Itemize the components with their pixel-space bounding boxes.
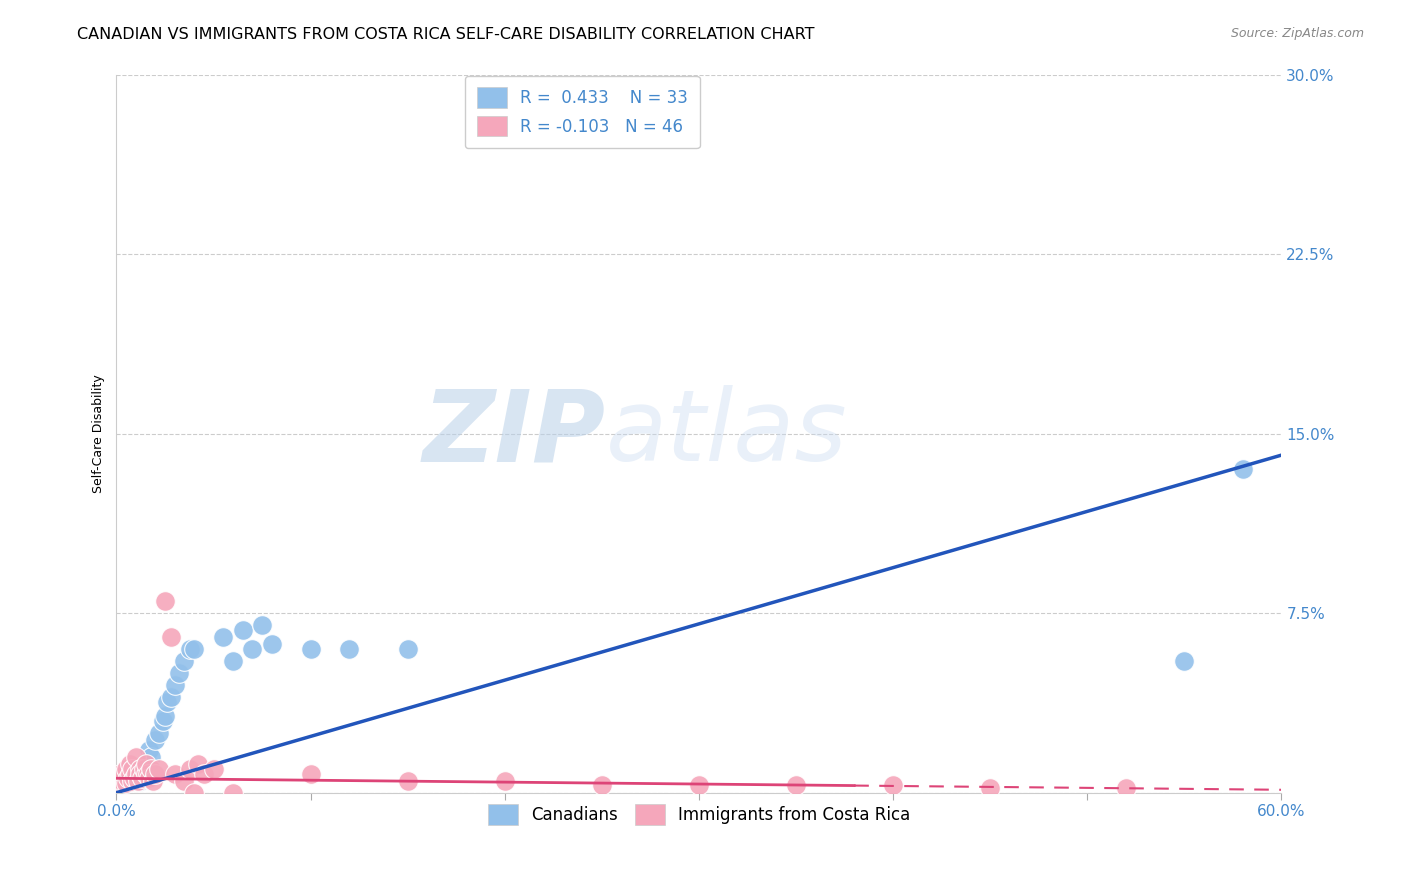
Point — [159, 630, 181, 644]
Point — [122, 766, 145, 780]
Text: Source: ZipAtlas.com: Source: ZipAtlas.com — [1230, 27, 1364, 40]
Point — [141, 749, 163, 764]
Point — [785, 779, 807, 793]
Text: ZIP: ZIP — [423, 385, 606, 482]
Point — [212, 630, 235, 644]
Point — [135, 762, 157, 776]
Point — [136, 756, 159, 771]
Point — [339, 642, 361, 657]
Point — [121, 762, 143, 776]
Point — [110, 766, 132, 780]
Point — [138, 772, 160, 786]
Point — [121, 773, 143, 788]
Point — [173, 773, 195, 788]
Point — [131, 772, 153, 786]
Point — [153, 709, 176, 723]
Point — [115, 776, 138, 790]
Point — [159, 690, 181, 704]
Point — [193, 766, 215, 780]
Point — [299, 642, 322, 657]
Point — [125, 766, 148, 780]
Point — [136, 766, 159, 780]
Point — [132, 766, 155, 780]
Point — [156, 695, 179, 709]
Point — [143, 766, 166, 780]
Point — [163, 766, 186, 780]
Point — [179, 762, 201, 776]
Point — [591, 779, 613, 793]
Point — [173, 654, 195, 668]
Point — [187, 756, 209, 771]
Point — [148, 762, 170, 776]
Point — [118, 773, 141, 788]
Point — [163, 678, 186, 692]
Point — [979, 780, 1001, 795]
Point — [1173, 654, 1195, 668]
Point — [115, 762, 138, 776]
Point — [138, 742, 160, 756]
Point — [115, 766, 138, 780]
Y-axis label: Self-Care Disability: Self-Care Disability — [93, 375, 105, 493]
Point — [112, 766, 135, 780]
Point — [122, 772, 145, 786]
Point — [1115, 780, 1137, 795]
Point — [240, 642, 263, 657]
Point — [882, 779, 904, 793]
Point — [153, 594, 176, 608]
Point — [222, 654, 245, 668]
Point — [494, 773, 516, 788]
Point — [127, 773, 149, 788]
Point — [110, 773, 132, 788]
Point — [128, 773, 150, 788]
Point — [167, 665, 190, 680]
Text: atlas: atlas — [606, 385, 848, 482]
Point — [250, 618, 273, 632]
Point — [1232, 462, 1254, 476]
Point — [183, 786, 205, 800]
Point — [299, 766, 322, 780]
Point — [183, 642, 205, 657]
Point — [141, 762, 163, 776]
Point — [396, 773, 419, 788]
Point — [396, 642, 419, 657]
Point — [125, 762, 148, 776]
Point — [135, 756, 157, 771]
Text: CANADIAN VS IMMIGRANTS FROM COSTA RICA SELF-CARE DISABILITY CORRELATION CHART: CANADIAN VS IMMIGRANTS FROM COSTA RICA S… — [77, 27, 815, 42]
Point — [260, 637, 283, 651]
Point — [118, 766, 141, 780]
Point — [142, 773, 165, 788]
Point — [132, 762, 155, 776]
Point — [688, 779, 710, 793]
Point — [143, 733, 166, 747]
Point — [125, 749, 148, 764]
Point — [222, 786, 245, 800]
Point — [107, 773, 129, 788]
Point — [179, 642, 201, 657]
Point — [152, 714, 174, 728]
Point — [111, 773, 134, 788]
Point — [232, 623, 254, 637]
Legend: Canadians, Immigrants from Costa Rica: Canadians, Immigrants from Costa Rica — [478, 794, 920, 835]
Point — [202, 762, 225, 776]
Point — [128, 762, 150, 776]
Point — [148, 726, 170, 740]
Point — [135, 766, 157, 780]
Point — [117, 772, 139, 786]
Point — [128, 766, 150, 780]
Point — [118, 756, 141, 771]
